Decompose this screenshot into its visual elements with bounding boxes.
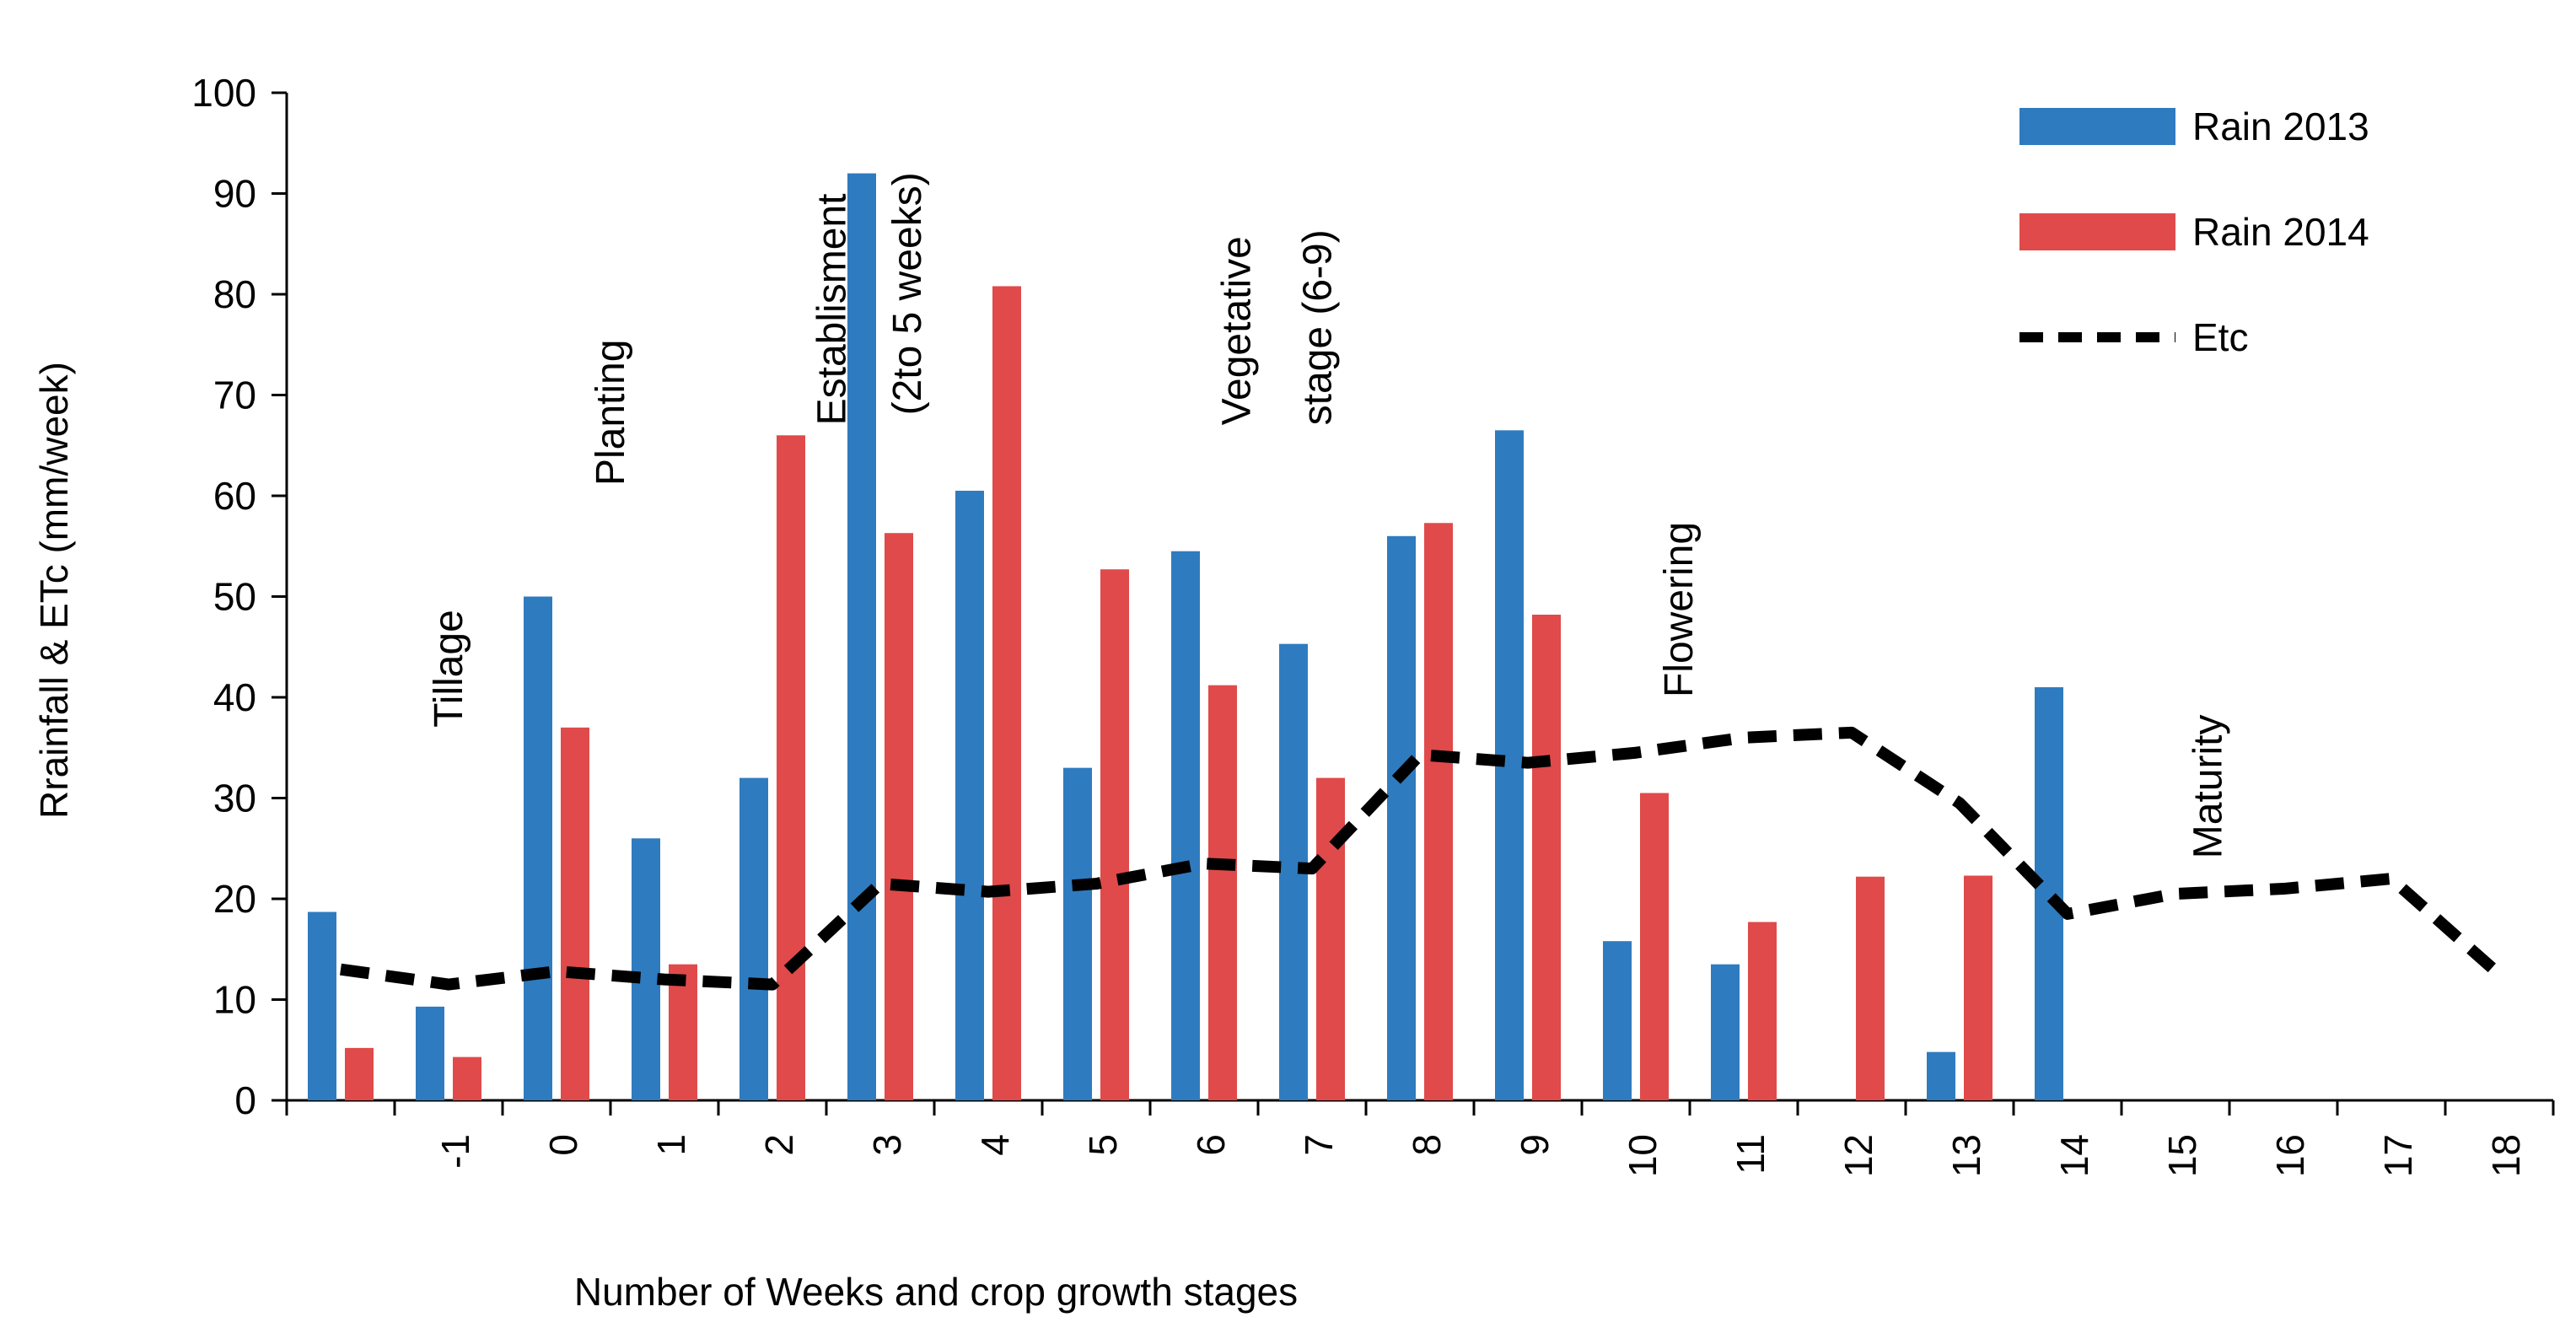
x-tick-label: 8 <box>1405 1134 1449 1156</box>
legend-swatch <box>2019 108 2175 145</box>
y-tick-label: 70 <box>213 374 256 417</box>
x-tick-label: 11 <box>1729 1134 1772 1175</box>
x-tick-label: 7 <box>1297 1134 1341 1156</box>
y-tick-label: 60 <box>213 474 256 518</box>
bar-rain-2013 <box>308 911 336 1100</box>
bar-series <box>308 173 2063 1101</box>
bar-rain-2014 <box>777 435 805 1100</box>
stage-label: Maturity <box>2186 714 2230 858</box>
bar-rain-2014 <box>1424 523 1453 1100</box>
x-tick-label: 16 <box>2268 1134 2312 1177</box>
y-axis: 0 10 20 30 40 50 60 70 80 90 100 <box>191 71 288 1122</box>
legend-label: Rain 2014 <box>2192 210 2369 254</box>
legend-swatch <box>2019 213 2175 250</box>
stage-label: Vegetative <box>1214 236 1259 425</box>
bar-rain-2013 <box>955 491 984 1100</box>
stage-label: Tillage <box>427 610 471 728</box>
bar-rain-2014 <box>561 727 589 1100</box>
stage-label: (2to 5 weeks) <box>885 172 930 415</box>
x-tick-label: -1 <box>433 1134 477 1169</box>
y-tick-label: 80 <box>213 272 256 316</box>
stage-label: Planting <box>589 340 633 486</box>
bar-rain-2013 <box>1063 767 1092 1100</box>
bar-rain-2013 <box>1927 1051 1955 1100</box>
x-axis-title: Number of Weeks and crop growth stages <box>574 1270 1298 1314</box>
bar-rain-2013 <box>416 1006 444 1100</box>
y-tick-label: 50 <box>213 575 256 619</box>
x-tick-label: 14 <box>2052 1134 2096 1177</box>
bar-rain-2014 <box>1316 777 1345 1100</box>
bar-rain-2014 <box>669 964 697 1100</box>
y-tick-label: 40 <box>213 675 256 719</box>
stage-label: stage (6-9) <box>1295 229 1340 425</box>
y-axis-title: Rrainfall & ETc (mm/week) <box>32 362 76 819</box>
y-tick-label: 10 <box>213 978 256 1022</box>
bar-rain-2013 <box>739 777 768 1100</box>
bar-rain-2013 <box>632 838 660 1100</box>
bar-rain-2014 <box>1856 876 1885 1100</box>
legend-label: Rain 2013 <box>2192 105 2369 148</box>
bar-rain-2014 <box>1640 793 1669 1100</box>
bar-rain-2014 <box>885 533 913 1100</box>
x-tick-label: 15 <box>2160 1134 2204 1177</box>
bar-rain-2014 <box>1748 922 1777 1100</box>
bar-rain-2014 <box>1532 615 1561 1100</box>
x-tick-label: 12 <box>1837 1134 1880 1177</box>
bar-rain-2013 <box>2035 687 2063 1100</box>
x-tick-label: 6 <box>1189 1134 1233 1156</box>
x-tick-label: 5 <box>1081 1134 1125 1156</box>
x-tick-label: 1 <box>649 1134 693 1156</box>
bar-rain-2014 <box>992 286 1021 1100</box>
bar-rain-2014 <box>1964 875 1993 1100</box>
y-tick-label: 20 <box>213 877 256 921</box>
y-tick-label: 0 <box>234 1078 256 1122</box>
x-tick-label: 0 <box>541 1134 585 1156</box>
x-axis: -1 0 1 2 3 4 5 6 7 8 9 10 11 12 13 14 15 16 17 18 <box>285 1099 2555 1177</box>
stage-label: Flowering <box>1657 522 1702 697</box>
growth-stage-annotations: Tillage Planting Establisment (2to 5 weeks)… <box>427 172 2230 858</box>
bar-rain-2013 <box>1603 941 1632 1100</box>
x-tick-label: 17 <box>2376 1134 2420 1177</box>
legend-label: Etc <box>2192 315 2248 359</box>
bar-rain-2014 <box>1208 685 1237 1100</box>
x-tick-label: 4 <box>973 1134 1017 1156</box>
x-tick-label: 13 <box>1944 1134 1988 1177</box>
x-tick-label: 9 <box>1513 1134 1557 1156</box>
x-tick-label: 10 <box>1621 1134 1664 1177</box>
bar-rain-2013 <box>1711 964 1740 1100</box>
bar-rain-2013 <box>847 173 876 1101</box>
x-tick-label: 2 <box>757 1134 801 1156</box>
stage-label: Establisment <box>809 194 854 426</box>
y-tick-label: 90 <box>213 172 256 216</box>
y-tick-label: 30 <box>213 777 256 820</box>
etc-line <box>340 726 2503 991</box>
bar-rain-2013 <box>1387 535 1416 1100</box>
bar-rain-2013 <box>1171 551 1200 1100</box>
x-tick-label: 3 <box>865 1134 909 1156</box>
legend: Rain 2013 Rain 2014 Etc <box>2019 105 2369 359</box>
bar-rain-2014 <box>345 1047 374 1100</box>
x-tick-label: 18 <box>2484 1134 2528 1177</box>
y-tick-label: 100 <box>191 71 256 115</box>
bar-rain-2014 <box>1100 569 1129 1100</box>
bar-rain-2013 <box>524 596 552 1100</box>
etc-line-series <box>340 726 2503 991</box>
bar-rain-2014 <box>453 1056 481 1100</box>
